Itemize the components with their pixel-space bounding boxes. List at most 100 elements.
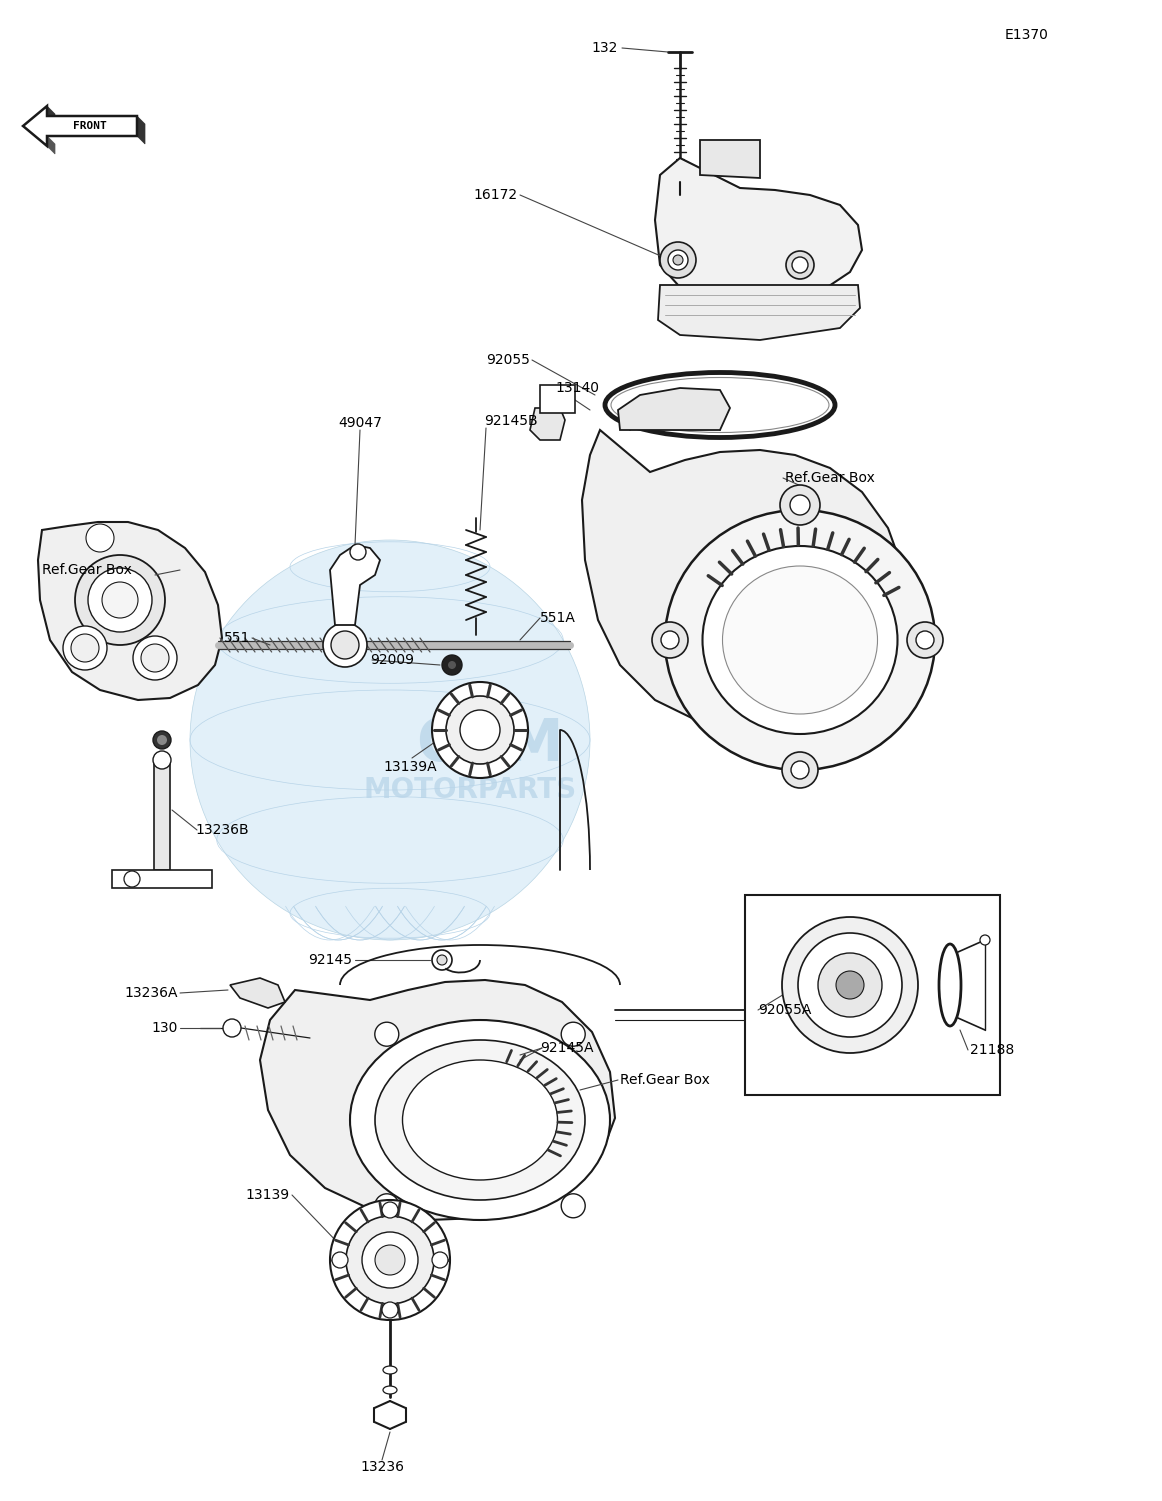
Circle shape [835,971,865,1000]
Bar [155,760,170,871]
Circle shape [916,630,934,648]
Circle shape [346,1216,433,1304]
Circle shape [153,750,171,769]
Circle shape [350,543,366,560]
Circle shape [382,1301,399,1318]
Text: FRONT: FRONT [73,122,107,131]
Circle shape [782,752,818,788]
Circle shape [76,555,165,645]
Circle shape [375,1193,399,1217]
Text: 132: 132 [591,41,618,56]
Circle shape [331,630,359,659]
Circle shape [437,955,447,965]
Ellipse shape [375,1040,584,1199]
Polygon shape [230,979,285,1009]
Text: 92009: 92009 [370,653,414,666]
Text: 92055A: 92055A [758,1003,811,1018]
Circle shape [790,495,810,515]
Circle shape [780,485,820,525]
Text: 13139A: 13139A [383,760,437,775]
Circle shape [141,644,168,672]
Circle shape [375,1022,399,1046]
Circle shape [668,251,688,270]
Text: 13236: 13236 [360,1460,404,1474]
Circle shape [153,731,171,749]
Text: 92055: 92055 [486,353,530,368]
Text: Ref.Gear Box: Ref.Gear Box [621,1073,710,1087]
Circle shape [908,621,944,657]
Ellipse shape [402,1060,558,1180]
Circle shape [660,242,696,278]
Ellipse shape [605,372,835,437]
Circle shape [102,582,138,618]
Circle shape [786,251,815,279]
Text: 21188: 21188 [970,1043,1014,1057]
Ellipse shape [383,1385,397,1394]
Polygon shape [46,107,55,125]
Text: 13140: 13140 [555,381,598,395]
Circle shape [86,524,114,552]
Circle shape [432,950,452,970]
Polygon shape [38,522,222,699]
Text: 551A: 551A [540,611,576,624]
Bar [745,895,1000,1096]
Polygon shape [618,387,730,429]
Polygon shape [658,285,860,341]
Text: 92145: 92145 [308,953,352,967]
Circle shape [446,696,514,764]
Circle shape [561,1022,586,1046]
Circle shape [191,540,590,940]
Circle shape [561,1193,586,1217]
Text: MOTORPARTS: MOTORPARTS [364,776,576,805]
Ellipse shape [723,566,877,714]
Polygon shape [112,871,211,889]
Text: 13139: 13139 [246,1187,290,1202]
Polygon shape [530,408,565,440]
Text: 92145B: 92145B [485,414,538,428]
Bar [540,384,575,413]
Circle shape [432,1252,449,1268]
Circle shape [980,935,990,946]
Polygon shape [23,107,137,146]
Text: E1370: E1370 [1005,29,1049,42]
Circle shape [330,1199,450,1319]
Circle shape [88,567,152,632]
Circle shape [124,871,139,887]
Polygon shape [137,116,145,144]
Polygon shape [260,980,615,1220]
Circle shape [818,953,882,1018]
Circle shape [673,255,683,266]
Ellipse shape [383,1366,397,1373]
Circle shape [71,633,99,662]
Circle shape [332,1252,347,1268]
Circle shape [223,1019,241,1037]
Circle shape [449,660,456,669]
Text: 13236A: 13236A [124,986,178,1000]
Polygon shape [582,429,910,729]
Circle shape [782,917,918,1054]
Circle shape [798,934,902,1037]
Text: 16172: 16172 [474,188,518,203]
Text: OEM: OEM [416,716,564,773]
Circle shape [791,761,809,779]
Circle shape [132,636,177,680]
Polygon shape [700,140,760,179]
Circle shape [661,630,679,648]
Text: 13236B: 13236B [195,823,249,838]
Polygon shape [46,137,55,155]
Circle shape [323,623,367,666]
Circle shape [363,1232,418,1288]
Circle shape [432,681,528,778]
Circle shape [382,1202,399,1217]
Circle shape [157,735,167,744]
Text: 130: 130 [151,1021,178,1036]
Ellipse shape [939,944,961,1027]
Text: Ref.Gear Box: Ref.Gear Box [786,471,875,485]
Circle shape [442,654,462,675]
Circle shape [652,621,688,657]
Ellipse shape [665,510,935,770]
Circle shape [792,257,808,273]
Polygon shape [330,545,380,624]
Polygon shape [655,158,862,305]
Text: 49047: 49047 [338,416,382,429]
